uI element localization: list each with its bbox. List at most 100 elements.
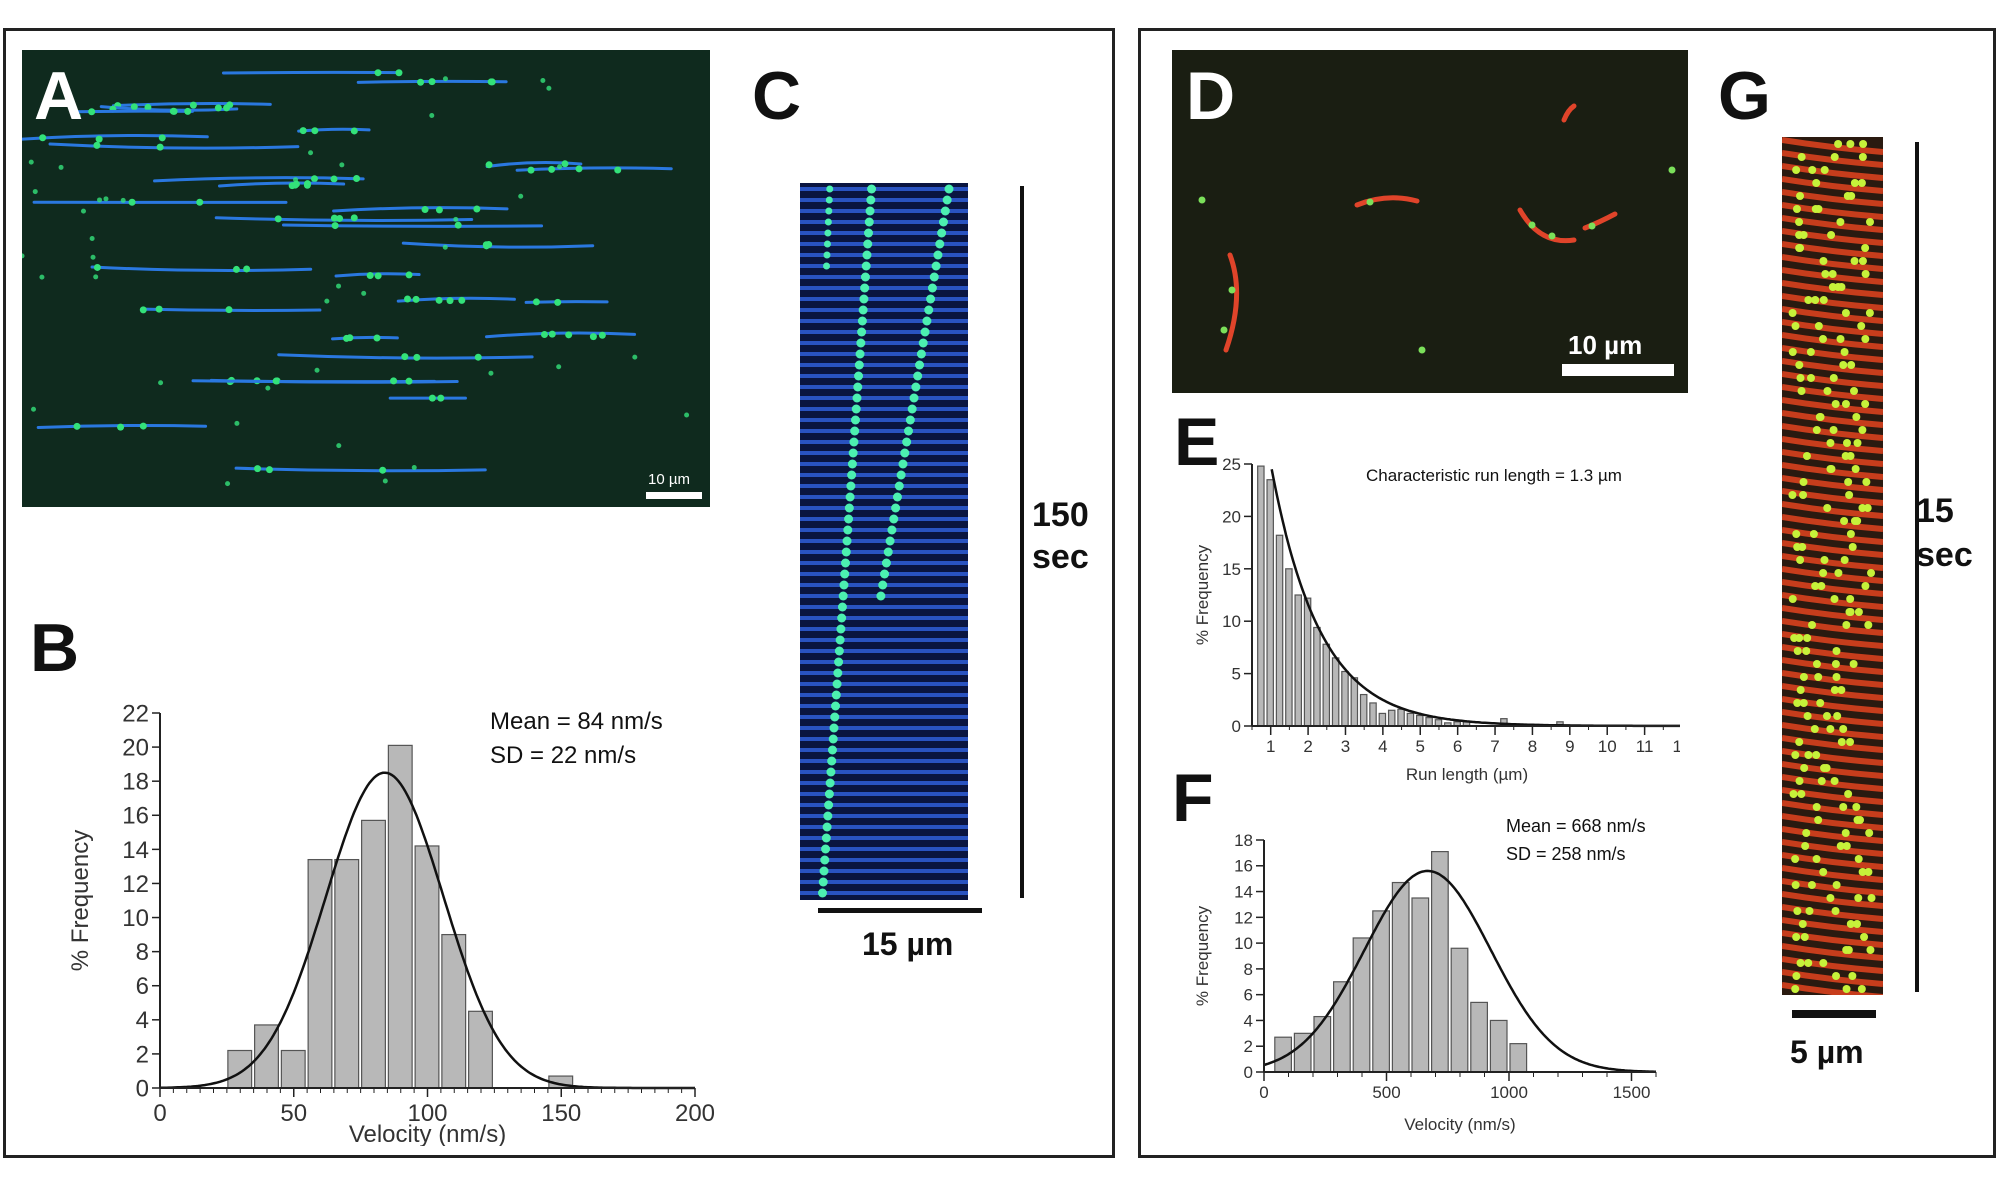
kymograph-frame-line [1782, 475, 1883, 493]
kymograph-frame-line [800, 440, 968, 444]
kymograph-frame-line [1782, 397, 1883, 415]
motor-spot [120, 197, 126, 203]
kymograph-motor-spot [1803, 712, 1812, 720]
kymograph-frame-line [1782, 358, 1883, 376]
microtubule-filament [1582, 211, 1618, 231]
panel-a-microtubules [22, 69, 690, 487]
panel-f-bar [1509, 1043, 1528, 1073]
kymograph-frame-line [1782, 618, 1883, 636]
kymograph-motor-spot [887, 525, 897, 535]
kymograph-motor-spot [1808, 166, 1817, 174]
microtubule-filament [90, 265, 313, 272]
kymograph-motor-spot [1818, 335, 1827, 343]
microtubule-filament [221, 70, 403, 75]
kymograph-frame-line [800, 374, 968, 378]
panel-e-annotation: Characteristic run length = 1.3 µm [1366, 466, 1622, 485]
kymograph-frame-line [1782, 332, 1883, 350]
kymograph-motor-spot [838, 591, 848, 601]
panel-e-bar [1313, 626, 1321, 727]
motor-spot [350, 214, 358, 222]
kymograph-motor-spot [841, 547, 851, 557]
motor-spot [1548, 232, 1556, 240]
kymograph-motor-spot [1865, 309, 1874, 317]
kymograph-motor-spot [834, 657, 844, 667]
kymograph-motor-spot [1867, 894, 1876, 902]
motor-spot [1528, 221, 1536, 229]
kymograph-motor-spot [818, 877, 828, 887]
kymograph-motor-spot [834, 646, 844, 656]
panel-d-microtubules [1198, 103, 1676, 354]
kymograph-frame-line [800, 484, 968, 488]
kymograph-motor-spot [1852, 413, 1861, 421]
kymograph-motor-spot [1854, 894, 1863, 902]
kymograph-motor-spot [894, 481, 904, 491]
kymograph-frame-line [1782, 384, 1883, 402]
panel-e-x-tick-label: 3 [1341, 737, 1350, 756]
panel-e-x-tick-label: 11 [1636, 737, 1654, 756]
kymograph-motor-spot [827, 756, 837, 766]
kymograph-motor-spot [825, 207, 833, 215]
kymograph-frame-line [1782, 709, 1883, 727]
kymograph-motor-spot [1819, 296, 1828, 304]
kymograph-motor-spot [1817, 777, 1826, 785]
panel-b-bar [414, 845, 440, 1089]
kymograph-motor-spot [885, 536, 895, 546]
panel-f-y-tick-label: 2 [1244, 1037, 1253, 1056]
kymograph-frame-line [800, 407, 968, 411]
kymograph-motor-spot [825, 778, 835, 788]
motor-spot [304, 180, 312, 188]
panel-c-kymograph [800, 183, 968, 900]
kymograph-motor-spot [1841, 400, 1850, 408]
motor-spot [88, 108, 96, 116]
kymograph-motor-spot [826, 767, 836, 777]
motor-spot [589, 333, 597, 341]
motor-spot [374, 69, 382, 77]
kymograph-frame-line [1782, 241, 1883, 259]
panel-e-y-tick-label: 20 [1222, 507, 1241, 526]
motor-spot [89, 236, 95, 242]
motor-spot [314, 367, 320, 373]
kymograph-motor-spot [1795, 361, 1804, 369]
panel-b-bar [280, 1049, 306, 1089]
kymograph-motor-spot [835, 635, 845, 645]
kymograph-motor-spot [1799, 673, 1808, 681]
kymograph-motor-spot [855, 349, 865, 359]
kymograph-motor-spot [1827, 231, 1836, 239]
motor-spot [223, 104, 231, 112]
kymograph-frame-line [800, 220, 968, 224]
panel-g-time-unit: sec [1916, 536, 1973, 574]
kymograph-frame-line [800, 759, 968, 763]
motor-spot [485, 161, 493, 169]
panel-e-bar [1294, 594, 1303, 727]
kymograph-motor-spot [824, 800, 834, 810]
kymograph-motor-spot [1792, 166, 1801, 174]
microtubule-filament [1517, 207, 1577, 244]
panel-e-y-tick-label: 15 [1222, 560, 1241, 579]
panel-f-y-tick-label: 14 [1234, 883, 1253, 902]
motor-spot [95, 135, 103, 143]
kymograph-motor-spot [1840, 556, 1849, 564]
kymograph-motor-spot [845, 492, 855, 502]
motor-spot [429, 113, 435, 119]
kymograph-motor-spot [1854, 855, 1863, 863]
motor-spot [139, 422, 147, 430]
kymograph-motor-spot [1853, 517, 1862, 525]
kymograph-frame-line [1782, 839, 1883, 857]
panel-b-x-tick-label: 200 [675, 1100, 715, 1127]
kymograph-motor-spot [1815, 413, 1824, 421]
kymograph-frame-line [1782, 670, 1883, 688]
kymograph-frame-line [800, 836, 968, 840]
motor-spot [413, 353, 421, 361]
panel-e-y-tick-label: 5 [1232, 665, 1241, 684]
motor-spot [97, 197, 103, 203]
kymograph-motor-spot [926, 294, 936, 304]
panel-b-y-tick-label: 18 [122, 769, 149, 796]
kymograph-motor-spot [1842, 439, 1851, 447]
kymograph-motor-spot [1830, 777, 1839, 785]
kymograph-motor-spot [821, 844, 831, 854]
panel-e-x-tick-label: 6 [1453, 737, 1462, 756]
kymograph-motor-spot [1819, 257, 1828, 265]
kymograph-frame-line [800, 264, 968, 268]
kymograph-frame-line [800, 341, 968, 345]
kymograph-frame-line [800, 726, 968, 730]
